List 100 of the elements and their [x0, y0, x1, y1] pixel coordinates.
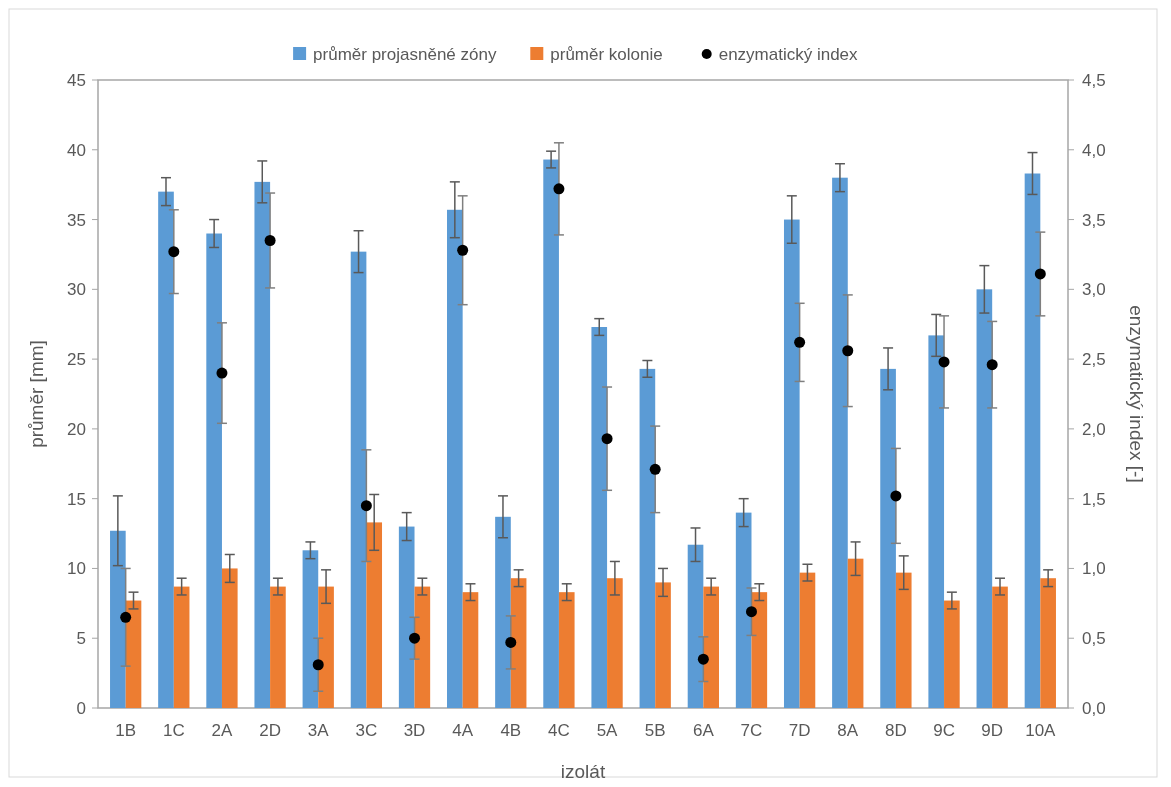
y2-tick-label: 2,5	[1082, 350, 1106, 370]
x-tick-label: 2D	[259, 721, 281, 740]
x-axis-title: izolát	[560, 761, 606, 782]
bar	[687, 544, 704, 708]
bar	[607, 578, 623, 708]
x-tick-label: 6A	[692, 721, 715, 740]
bar	[462, 592, 479, 708]
point	[601, 433, 613, 445]
x-tick-label: 3D	[403, 721, 426, 740]
bar	[510, 578, 527, 708]
y2-tick-label: 1,0	[1082, 559, 1106, 579]
point	[745, 606, 757, 618]
point	[168, 246, 180, 258]
x-tick-label: 1B	[115, 721, 137, 740]
bar	[270, 586, 286, 708]
bar	[1024, 173, 1041, 708]
point	[649, 463, 661, 475]
point	[216, 367, 228, 379]
bar	[880, 368, 896, 708]
bar	[992, 586, 1008, 708]
y2-tick-label: 1,5	[1082, 489, 1106, 509]
point	[360, 500, 372, 512]
bar	[703, 586, 719, 708]
point	[697, 653, 709, 665]
x-tick-label: 4B	[500, 721, 522, 740]
bar	[655, 582, 671, 708]
x-tick-label: 2A	[211, 721, 234, 740]
x-tick-label: 3C	[355, 721, 378, 740]
x-tick-label: 5A	[596, 721, 619, 740]
bar	[847, 558, 864, 708]
y2-tick-label: 4,0	[1082, 140, 1106, 160]
y-tick-label: 35	[67, 210, 86, 230]
y2-tick-label: 3,5	[1082, 210, 1106, 230]
point	[986, 359, 998, 371]
x-tick-label: 7D	[788, 721, 811, 740]
y2-tick-label: 0,5	[1082, 629, 1106, 649]
y2-tick-label: 3,0	[1082, 280, 1106, 300]
legend-label: průměr projasněné zóny	[313, 45, 497, 64]
bar	[944, 600, 960, 708]
y-tick-label: 30	[67, 280, 86, 300]
bar	[318, 586, 334, 708]
bar	[783, 219, 800, 708]
y2-tick-label: 2,0	[1082, 419, 1106, 439]
point	[312, 659, 324, 671]
point	[842, 345, 854, 357]
bar	[495, 516, 511, 708]
y-tick-label: 40	[67, 140, 86, 160]
x-tick-label: 4A	[452, 721, 474, 740]
y2-tick-label: 0,0	[1082, 698, 1106, 718]
bar	[976, 289, 993, 708]
point	[505, 636, 517, 648]
y-tick-label: 10	[67, 559, 86, 579]
x-tick-label: 8D	[885, 721, 907, 740]
bar	[799, 572, 816, 708]
bar	[832, 177, 848, 708]
bar	[221, 568, 238, 708]
bar	[591, 327, 608, 708]
bar	[447, 209, 463, 708]
bar	[398, 526, 415, 708]
legend-label: průměr kolonie	[550, 45, 663, 64]
y-tick-label: 20	[67, 419, 86, 439]
bar	[558, 592, 575, 708]
y2-tick-label: 4,5	[1082, 70, 1106, 90]
y-tick-label: 25	[67, 350, 86, 370]
point	[938, 356, 950, 368]
bar	[928, 335, 945, 708]
bar	[639, 368, 656, 708]
bar	[366, 522, 383, 708]
x-tick-label: 9D	[981, 721, 1004, 740]
bar	[302, 550, 319, 708]
x-tick-label: 4C	[548, 721, 570, 740]
point	[457, 244, 469, 256]
point	[1034, 268, 1046, 280]
bar	[414, 586, 431, 708]
x-tick-label: 8A	[837, 721, 859, 740]
y-tick-label: 45	[67, 70, 86, 90]
point	[890, 490, 902, 502]
bar	[735, 512, 752, 708]
bar	[254, 181, 271, 708]
x-tick-label: 7C	[740, 721, 763, 740]
bar	[751, 592, 768, 708]
bar	[158, 191, 174, 708]
point	[120, 611, 132, 623]
y-axis-title: průměr [mm]	[26, 340, 47, 448]
x-tick-label: 3A	[307, 721, 330, 740]
bar	[1040, 578, 1056, 708]
bar	[543, 159, 559, 708]
bar	[110, 530, 126, 708]
y-tick-label: 15	[67, 489, 86, 509]
point	[409, 632, 421, 644]
x-tick-label: 5B	[644, 721, 666, 740]
point	[264, 234, 276, 246]
y-tick-label: 0	[76, 698, 86, 718]
bar	[350, 251, 367, 708]
bar	[125, 600, 142, 708]
y-tick-label: 5	[76, 629, 86, 649]
x-tick-label: 1C	[162, 721, 185, 740]
bar	[206, 233, 222, 708]
x-tick-label: 9C	[933, 721, 955, 740]
point	[794, 336, 806, 348]
